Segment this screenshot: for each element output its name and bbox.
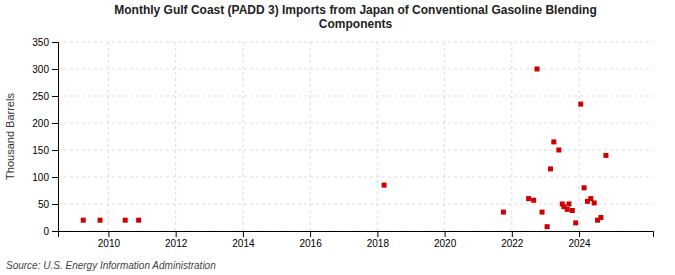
- point: [592, 200, 597, 205]
- point: [578, 102, 583, 107]
- grid-line-y: [58, 42, 653, 43]
- point: [81, 218, 86, 223]
- tick-label: 250: [32, 91, 49, 102]
- tick-mark: [52, 69, 58, 70]
- point: [526, 196, 531, 201]
- tick-label: 150: [32, 145, 49, 156]
- tick: 200: [32, 118, 58, 129]
- point: [548, 166, 553, 171]
- tick-mark: [52, 177, 58, 178]
- grid-line-y: [58, 96, 653, 97]
- tick-mark: [108, 231, 109, 237]
- point: [565, 207, 570, 212]
- point: [573, 220, 578, 225]
- tick-mark: [52, 96, 58, 97]
- title-line: Components: [319, 17, 393, 31]
- point: [551, 139, 556, 144]
- point: [535, 67, 540, 72]
- point: [382, 183, 387, 188]
- grid-line-x: [108, 42, 109, 231]
- tick-mark: [52, 42, 58, 43]
- point: [123, 218, 128, 223]
- point: [98, 218, 103, 223]
- title: Monthly Gulf Coast (PADD 3) Imports from…: [114, 3, 596, 31]
- grid-line-y: [58, 150, 653, 151]
- tick-mark: [579, 231, 580, 237]
- grid-line-y: [58, 69, 653, 70]
- grid: [58, 42, 653, 231]
- tick: 350: [32, 37, 58, 48]
- point: [582, 185, 587, 190]
- axis-line: [52, 43, 59, 232]
- tick: 100: [32, 172, 58, 183]
- tick: 2024: [568, 231, 591, 249]
- source: Source: U.S. Energy Information Administ…: [6, 260, 216, 271]
- grid-line-x: [242, 42, 243, 231]
- point: [556, 148, 561, 153]
- tick: 2018: [367, 231, 390, 249]
- tick-label: 2016: [299, 238, 322, 249]
- grid-line-y: [58, 177, 653, 178]
- tick-label: 2012: [165, 238, 188, 249]
- tick-label: 300: [32, 64, 49, 75]
- tick-label: 50: [38, 199, 50, 210]
- tick-label: 2022: [501, 238, 524, 249]
- tick-mark: [377, 231, 378, 237]
- x-axis: 2010 2012 2014 2016 2018 2020 2022 2024: [59, 231, 654, 249]
- point: [545, 224, 550, 229]
- axis-line: [59, 232, 654, 238]
- tick-label: 100: [32, 172, 49, 183]
- tick-mark: [310, 231, 311, 237]
- tick-label: 350: [32, 37, 49, 48]
- tick-mark: [445, 231, 446, 237]
- tick-mark: [52, 204, 58, 205]
- tick: 2010: [98, 231, 121, 249]
- tick-label: 2018: [367, 238, 390, 249]
- grid-line-x: [511, 42, 512, 231]
- tick-label: 2014: [232, 238, 255, 249]
- tick: 300: [32, 64, 58, 75]
- tick: 2020: [434, 231, 457, 249]
- tick: 2012: [165, 231, 188, 249]
- tick-label: 0: [43, 226, 49, 237]
- tick-mark: [52, 231, 58, 232]
- y-axis-title: Thousand Barrels: [4, 93, 16, 180]
- point: [603, 153, 608, 158]
- grid-line-y: [58, 123, 653, 124]
- tick: 2016: [299, 231, 322, 249]
- grid-line-x: [377, 42, 378, 231]
- tick-label: 200: [32, 118, 49, 129]
- tick-label: 2020: [434, 238, 457, 249]
- points: [81, 67, 609, 230]
- tick-mark: [243, 231, 244, 237]
- grid-line-x: [175, 42, 176, 231]
- point: [566, 202, 571, 207]
- plot: 2010 2012 2014 2016 2018 2020 2022 2024 0 50 100 15…: [32, 37, 653, 249]
- tick-mark: [176, 231, 177, 237]
- tick-mark: [52, 123, 58, 124]
- point: [588, 196, 593, 201]
- grid-line-x: [310, 42, 311, 231]
- tick-label: 2024: [568, 238, 591, 249]
- chart: 2010 2012 2014 2016 2018 2020 2022 2024 0 50 100 15…: [0, 0, 675, 275]
- tick: 2014: [232, 231, 255, 249]
- point: [598, 215, 603, 220]
- point: [570, 208, 575, 213]
- tick: 50: [38, 199, 58, 210]
- title-line: Monthly Gulf Coast (PADD 3) Imports from…: [114, 3, 596, 17]
- tick-label: 2010: [98, 238, 121, 249]
- y-axis: 0 50 100 150 200 250 300 350: [32, 37, 58, 237]
- grid-line-x: [444, 42, 445, 231]
- tick: 150: [32, 145, 58, 156]
- grid-line-x: [579, 42, 580, 231]
- tick-mark: [52, 150, 58, 151]
- point: [540, 210, 545, 215]
- tick: 250: [32, 91, 58, 102]
- point: [501, 210, 506, 215]
- tick-mark: [512, 231, 513, 237]
- point: [531, 198, 536, 203]
- tick: 2022: [501, 231, 524, 249]
- tick: 0: [43, 226, 58, 237]
- point: [136, 218, 141, 223]
